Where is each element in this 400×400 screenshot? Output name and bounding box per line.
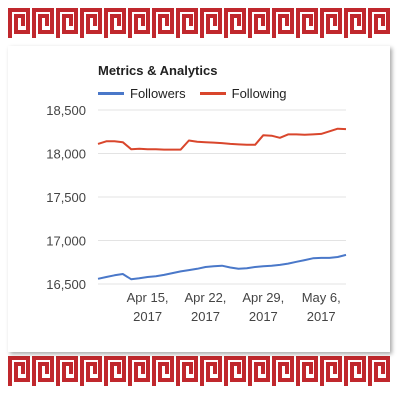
x-tick-label: May 6, (302, 290, 341, 305)
y-tick-label: 17,500 (46, 190, 86, 205)
x-tick-label-year: 2017 (133, 309, 162, 324)
x-tick-label-year: 2017 (191, 309, 220, 324)
x-tick-label: Apr 15, (127, 290, 169, 305)
legend-item-followers[interactable]: Followers (98, 86, 186, 101)
chart-legend: Followers Following (98, 85, 301, 101)
x-tick-label: Apr 29, (242, 290, 284, 305)
legend-label-following: Following (231, 85, 287, 101)
legend-swatch-followers (98, 91, 124, 95)
y-tick-label: 17,000 (46, 234, 86, 249)
top-greek-key-pattern (8, 4, 392, 44)
bottom-greek-key-pattern (8, 352, 392, 392)
x-tick-label-year: 2017 (307, 309, 336, 324)
y-tick-label: 18,500 (46, 103, 86, 118)
x-tick-label-year: 2017 (249, 309, 278, 324)
chart-panel (8, 46, 390, 352)
followers-line[interactable] (97, 253, 347, 281)
top-decorative-border (8, 4, 392, 44)
legend-label-followers: Followers (130, 85, 186, 101)
x-tick-label: Apr 22, (185, 290, 227, 305)
y-tick-label: 18,000 (46, 147, 86, 162)
following-line[interactable] (97, 127, 347, 151)
y-tick-label: 16,500 (46, 277, 86, 292)
legend-swatch-following (199, 91, 226, 95)
chart-title: Metrics & Analytics (98, 63, 218, 78)
legend-item-following[interactable]: Following (199, 85, 287, 101)
bottom-decorative-border (8, 352, 392, 392)
